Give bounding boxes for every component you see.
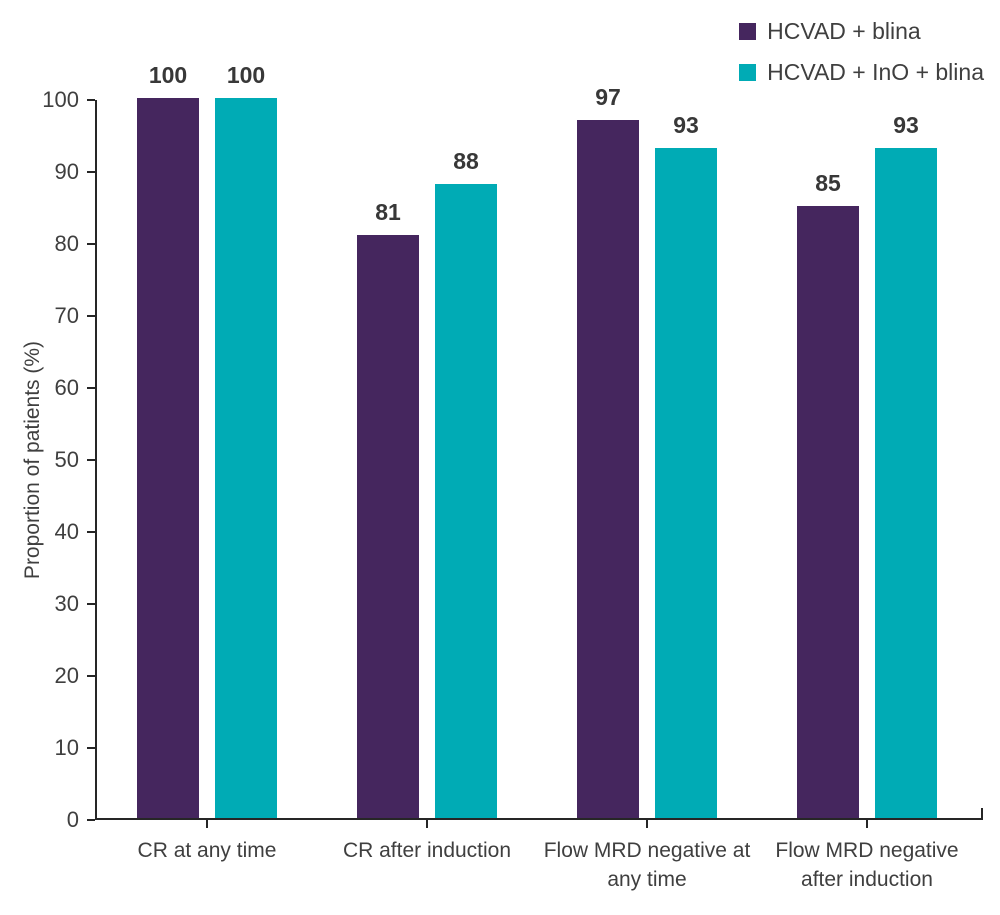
bar-hcvad-ino-blina [875,148,937,818]
bar-hcvad-blina [137,98,199,818]
bar-value-label: 85 [815,170,841,196]
y-axis-tick [87,819,95,821]
y-axis-tick [87,387,95,389]
y-axis-tick-label: 50 [54,447,79,472]
bar-hcvad-blina [357,235,419,818]
y-axis-tick [87,315,95,317]
bar-hcvad-blina [577,120,639,818]
y-axis-tick-label: 10 [54,735,79,760]
bar-value-label: 88 [453,148,479,174]
x-category-label: CR after induction [342,839,512,862]
bar-hcvad-ino-blina [435,184,497,818]
legend-swatch-icon [739,23,757,40]
bar-value-label: 81 [375,199,401,225]
y-axis-tick-label: 20 [54,663,79,688]
legend-item: HCVAD + blina [739,18,921,45]
x-axis-tick [866,820,868,828]
y-axis-tick-label: 90 [54,159,79,184]
bar-value-label: 93 [673,112,699,138]
y-axis-tick [87,171,95,173]
y-axis-tick-label: 40 [54,519,79,544]
legend-swatch-icon [739,64,757,81]
x-axis-tick [646,820,648,828]
y-axis-tick [87,531,95,533]
y-axis-tick-label: 80 [54,231,79,256]
bar-value-label: 100 [148,62,188,88]
bar-value-label: 97 [595,84,621,110]
legend-label: HCVAD + InO + blina [767,59,984,85]
x-axis-end-tick [981,808,983,818]
y-axis-tick [87,243,95,245]
y-axis-tick-label: 70 [54,303,79,328]
chart-legend: HCVAD + blina HCVAD + InO + blina [739,18,984,86]
y-axis-tick [87,747,95,749]
plot-area: 0 10 20 30 40 50 60 70 80 90 100 CR at any time 100 1… [42,62,983,891]
y-axis-tick-label: 60 [54,375,79,400]
y-axis-tick-label: 100 [42,87,79,112]
x-axis-tick [426,820,428,828]
bar-hcvad-ino-blina [215,98,277,818]
x-category-label: Flow MRD negative after induction [775,839,959,891]
y-axis-tick-label: 30 [54,591,79,616]
legend-item: HCVAD + InO + blina [739,59,984,86]
x-category-label: CR at any time [137,839,277,862]
y-axis-tick [87,99,95,101]
bar-hcvad-ino-blina [655,148,717,818]
y-axis-tick-label: 0 [66,807,79,832]
x-axis-tick [206,820,208,828]
y-axis-tick [87,675,95,677]
y-axis-tick [87,603,95,605]
x-category-label: Flow MRD negative at any time [543,839,751,891]
bar-hcvad-blina [797,206,859,818]
legend-label: HCVAD + blina [767,18,921,44]
y-axis-tick [87,459,95,461]
bar-value-label: 100 [226,62,266,88]
bar-value-label: 93 [893,112,919,138]
